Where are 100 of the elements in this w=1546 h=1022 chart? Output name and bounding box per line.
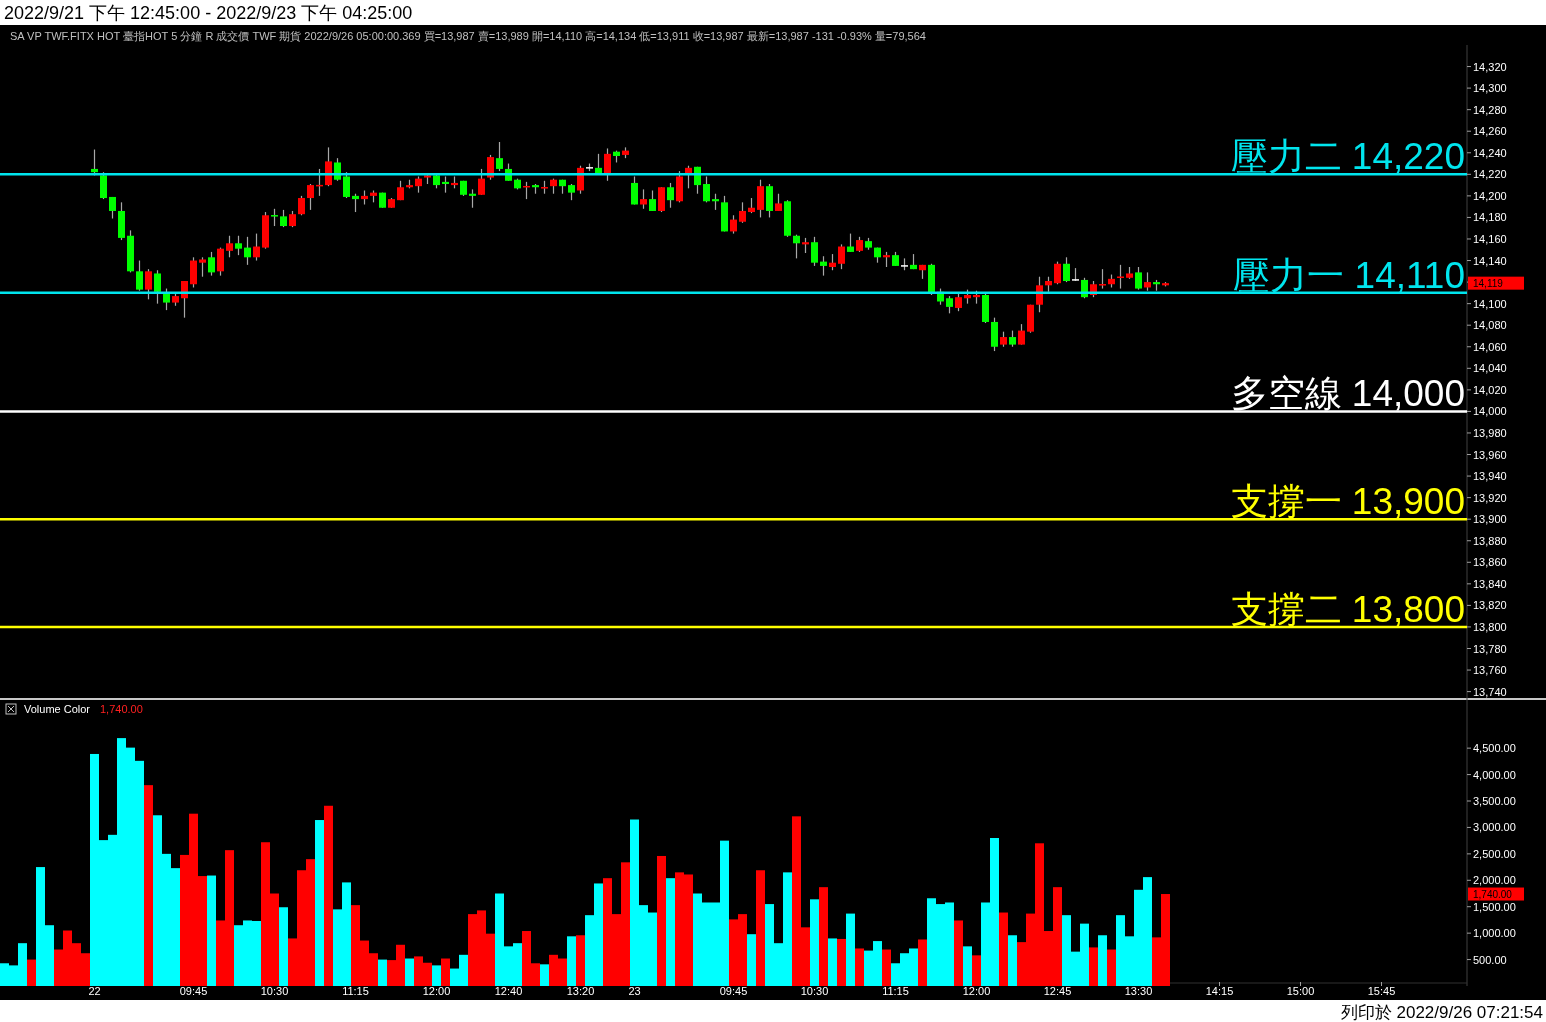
candlestick	[190, 256, 197, 289]
bar	[972, 955, 981, 986]
candlestick	[1054, 261, 1061, 285]
x-tick-label: 13:30	[1124, 985, 1153, 997]
bar	[756, 870, 765, 986]
candlestick	[793, 234, 800, 259]
y-tick-label: 14,300	[1473, 82, 1507, 95]
candlestick	[163, 287, 170, 311]
candlestick	[496, 141, 503, 172]
y-tick-label: 2,500.00	[1473, 847, 1516, 860]
y-tick-label: 13,880	[1473, 534, 1507, 547]
bar	[846, 913, 855, 986]
y-tick-label: 2,000.00	[1473, 874, 1516, 887]
y-tick-label: 14,260	[1473, 125, 1507, 138]
chart-subtitle: SA VP TWF.FITX HOT 臺指HOT 5 分鐘 R 成交價 TWF 期貨 2022/9/26 05:00:00.369 買=13,987 賣=13,989 開=14,110 高=14,134 低=13,911 收=13,987 最新=13,987 -131 -0.93% 量=79,564	[10, 30, 926, 42]
candlestick	[208, 251, 215, 277]
candlestick	[100, 171, 107, 200]
bar	[954, 920, 963, 986]
bar	[432, 965, 441, 986]
y-tick-label: 14,240	[1473, 146, 1507, 159]
bar	[918, 939, 927, 986]
candlestick	[469, 188, 476, 209]
y-tick-label: 4,000.00	[1473, 768, 1516, 781]
candlestick	[298, 195, 305, 216]
candlestick	[757, 179, 764, 219]
x-tick-label: 23	[628, 985, 641, 997]
y-tick-label: 1,000.00	[1473, 927, 1516, 940]
candlestick	[1099, 268, 1106, 290]
candlestick	[91, 148, 98, 176]
candlestick	[217, 247, 224, 277]
candlestick	[703, 175, 710, 203]
candlestick	[1144, 271, 1151, 292]
bar	[378, 959, 387, 986]
y-tick-label: 14,000	[1473, 405, 1507, 418]
bar	[207, 875, 216, 986]
ref-line-label: 支撐二 13,800	[1230, 588, 1465, 630]
candlestick	[649, 189, 656, 212]
y-tick-label: 14,040	[1473, 362, 1507, 375]
y-tick-label: 3,500.00	[1473, 795, 1516, 808]
y-tick-label: 14,280	[1473, 103, 1507, 116]
y-tick-label: 14,220	[1473, 168, 1507, 181]
bar	[1008, 935, 1017, 986]
y-tick-label: 1,500.00	[1473, 900, 1516, 913]
candlestick	[352, 193, 359, 213]
candlestick	[604, 147, 611, 182]
y-tick-label: 14,100	[1473, 297, 1507, 310]
x-tick-label: 12:00	[422, 985, 451, 997]
candlestick	[307, 183, 314, 211]
candlestick	[631, 175, 638, 206]
x-tick-label: 12:45	[1043, 985, 1072, 997]
bar	[324, 805, 333, 986]
ref-line-label: 多空線 14,000	[1230, 373, 1465, 415]
x-tick-label: 11:15	[882, 985, 909, 997]
bar	[837, 938, 846, 986]
y-tick-label: 3,000.00	[1473, 821, 1516, 834]
candlestick	[145, 268, 152, 300]
y-tick-label: 4,500.00	[1473, 742, 1516, 755]
candlestick	[820, 255, 827, 277]
x-tick-label: 09:45	[179, 985, 208, 997]
bar	[747, 934, 756, 986]
y-tick-label: 14,160	[1473, 232, 1507, 245]
y-tick-label: 13,820	[1473, 599, 1507, 612]
x-tick-label: 09:45	[719, 985, 748, 997]
y-tick-label: 13,740	[1473, 685, 1507, 698]
x-tick-label: 15:45	[1367, 985, 1396, 997]
y-tick-label: 500.00	[1473, 953, 1507, 966]
bar	[441, 958, 450, 986]
bar	[666, 878, 675, 986]
x-tick-label: 13:20	[566, 985, 595, 997]
y-tick-label: 14,020	[1473, 383, 1507, 396]
x-tick-label: 12:00	[962, 985, 991, 997]
bar	[882, 949, 891, 986]
x-tick-label: 14:15	[1205, 985, 1234, 997]
x-tick-label: 12:40	[494, 985, 523, 997]
candlestick	[658, 186, 665, 213]
y-tick-label: 14,080	[1473, 319, 1507, 332]
y-tick-label: 13,980	[1473, 426, 1507, 439]
candlestick	[235, 235, 242, 256]
bar	[1098, 935, 1107, 986]
bar	[855, 948, 864, 986]
x-tick-label: 10:30	[800, 985, 829, 997]
candlestick	[478, 168, 485, 196]
candlestick	[343, 171, 350, 199]
bar	[1089, 947, 1098, 986]
x-tick-label: 22	[88, 985, 101, 997]
y-tick-label: 13,760	[1473, 664, 1507, 677]
y-tick-label: 14,180	[1473, 211, 1507, 224]
y-tick-label: 13,960	[1473, 448, 1507, 461]
candlestick	[730, 214, 737, 235]
y-tick-label: 13,900	[1473, 513, 1507, 526]
bar	[810, 899, 819, 986]
y-tick-label: 13,920	[1473, 491, 1507, 504]
x-tick-label: 10:30	[260, 985, 289, 997]
y-tick-label: 13,780	[1473, 642, 1507, 655]
bar	[963, 946, 972, 986]
candlestick	[199, 256, 206, 278]
x-tick-label: 15:00	[1286, 985, 1315, 997]
bar	[405, 958, 414, 986]
bar	[999, 912, 1008, 986]
y-tick-label: 14,140	[1473, 254, 1507, 267]
